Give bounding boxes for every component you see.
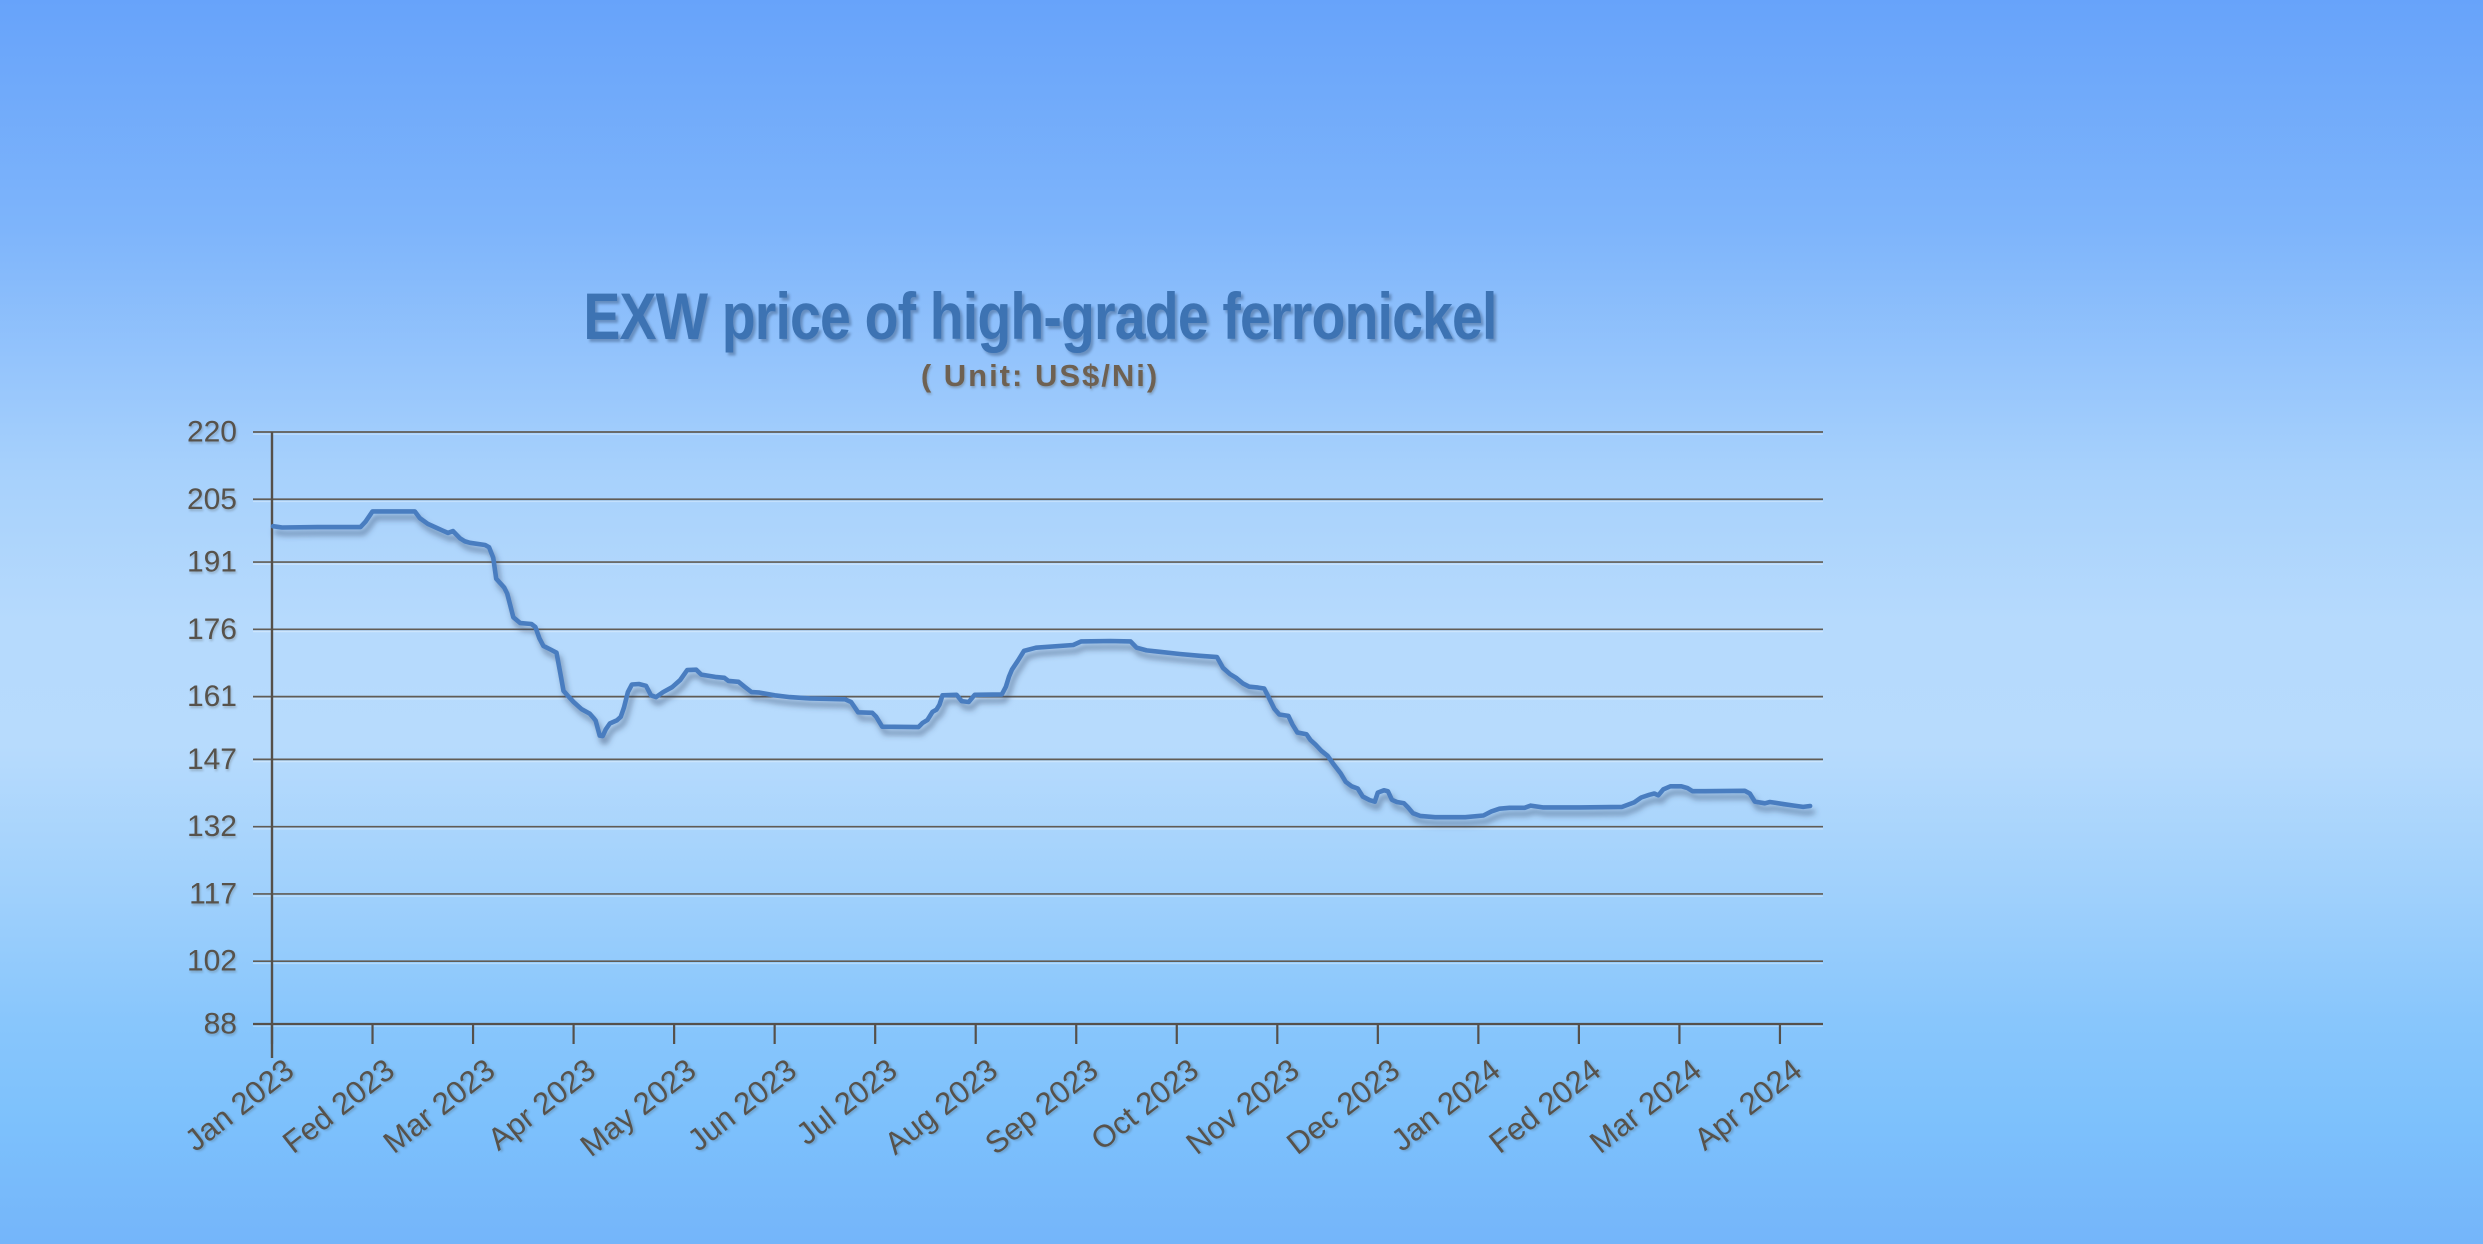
y-tick-label: 117 xyxy=(189,877,237,910)
y-tick-label: 132 xyxy=(187,810,237,843)
x-axis-ticks xyxy=(270,1024,1782,1044)
x-tick-label: Mar 2023 xyxy=(377,1052,502,1160)
gridlines xyxy=(253,431,1823,1027)
chart-title: EXW price of high-grade ferronickel xyxy=(583,279,1497,353)
x-tick-label: Jan 2023 xyxy=(178,1052,300,1158)
y-axis-labels: 220 205 191 176 161 147 132 117 102 88 xyxy=(187,416,237,1041)
x-tick-label: Jun 2023 xyxy=(681,1052,803,1158)
y-tick-label: 220 xyxy=(187,416,237,449)
y-tick-label: 205 xyxy=(187,483,237,516)
y-tick-label: 147 xyxy=(187,743,237,776)
x-tick-label: Dec 2023 xyxy=(1280,1052,1406,1161)
x-tick-label: Sep 2023 xyxy=(978,1052,1104,1161)
x-tick-label: Fed 2023 xyxy=(276,1052,401,1160)
y-tick-label: 161 xyxy=(187,680,237,713)
y-tick-label: 102 xyxy=(187,945,237,978)
x-tick-label: Apr 2024 xyxy=(1688,1052,1809,1157)
price-line xyxy=(270,509,1813,820)
x-tick-label: Nov 2023 xyxy=(1179,1052,1305,1161)
x-tick-label: Aug 2023 xyxy=(878,1052,1004,1161)
x-tick-label: Jan 2024 xyxy=(1385,1052,1507,1158)
y-tick-label: 176 xyxy=(187,613,237,646)
x-tick-label: Fed 2024 xyxy=(1482,1052,1607,1160)
y-tick-label: 88 xyxy=(204,1008,237,1041)
y-tick-label: 191 xyxy=(187,546,237,579)
x-tick-label: Mar 2024 xyxy=(1583,1052,1708,1160)
chart-subtitle: ( Unit: US$/Ni) xyxy=(920,358,1160,393)
